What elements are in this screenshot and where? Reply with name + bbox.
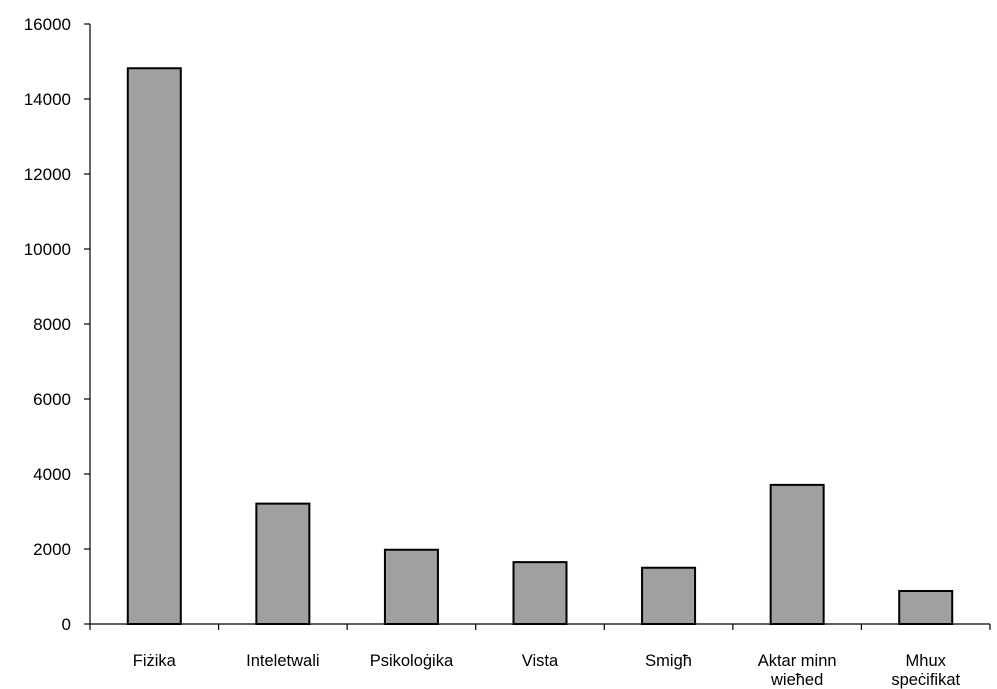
y-tick-label: 2000	[33, 540, 71, 559]
category-label-line: Mhux	[906, 652, 947, 670]
category-label: Mhux speċifikat	[891, 652, 960, 689]
category-label: Fiżika	[133, 652, 177, 670]
category-label-line: wieħed	[770, 671, 823, 689]
bar	[126, 67, 182, 625]
category-label-line: Aktar minn	[758, 652, 837, 670]
category-label: Smigħ	[645, 652, 692, 670]
category-label-line: Inteletwali	[246, 652, 319, 670]
y-axis: 0 2000 4000 6000 8000 10000 12000 14000 16000	[24, 15, 91, 634]
category-label-line: Psikoloġika	[370, 652, 454, 670]
category-label: Aktar minn wieħed	[758, 652, 837, 689]
y-tick-label: 4000	[33, 465, 71, 484]
y-tick-label: 10000	[24, 240, 71, 259]
bar	[383, 548, 439, 625]
y-tick-label: 16000	[24, 15, 71, 34]
category-label: Vista	[522, 652, 559, 670]
y-tick-label: 8000	[33, 315, 71, 334]
bar	[255, 502, 311, 625]
y-tick-label: 6000	[33, 390, 71, 409]
bar	[641, 566, 697, 625]
bar	[769, 483, 825, 625]
category-label-line: Fiżika	[133, 652, 177, 670]
category-label-line: Vista	[522, 652, 559, 670]
y-tick-label: 14000	[24, 90, 71, 109]
category-labels: Fiżika Inteletwali Psikoloġika Vista Smigħ Ak…	[133, 652, 961, 689]
category-label: Inteletwali	[246, 652, 319, 670]
bar-series	[126, 67, 954, 625]
category-label: Psikoloġika	[370, 652, 454, 670]
category-label-line: speċifikat	[891, 671, 960, 689]
y-tick-label: 12000	[24, 165, 71, 184]
bar	[898, 590, 954, 625]
y-tick-label: 0	[62, 615, 71, 634]
bar	[512, 561, 568, 625]
category-label-line: Smigħ	[645, 652, 692, 670]
